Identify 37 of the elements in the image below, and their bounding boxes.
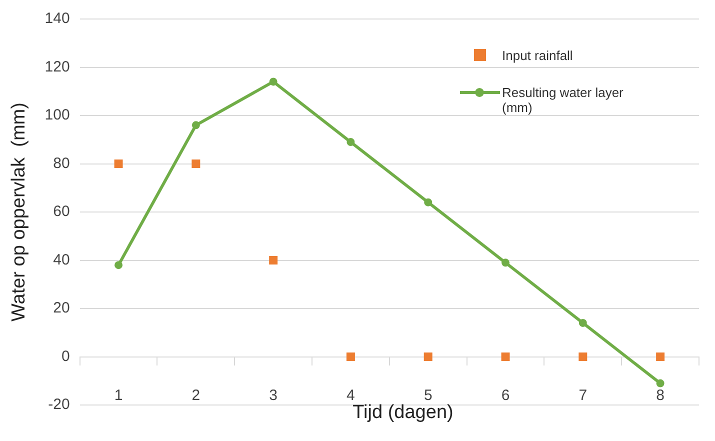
y-tick-label: 80 <box>53 154 70 172</box>
point <box>578 318 587 327</box>
x-tick-label: 3 <box>269 386 278 404</box>
point <box>114 160 123 168</box>
legend-label: Input rainfall <box>502 48 574 63</box>
x-tick-label: 7 <box>578 386 588 404</box>
y-tick-label: 20 <box>53 300 70 317</box>
point <box>346 138 355 146</box>
legend-label: Resulting water layer (mm) <box>502 85 624 115</box>
x-tick-label: 2 <box>192 386 200 404</box>
x-tick-label: 8 <box>656 386 664 404</box>
y-tick-label: 40 <box>53 251 70 268</box>
y-tick-label: 60 <box>53 203 70 220</box>
point <box>502 258 510 267</box>
y-tick-label: 100 <box>44 106 70 124</box>
x-tick-label: 1 <box>114 386 123 404</box>
y-tick-label: 0 <box>61 348 70 365</box>
y-tick-label: 140 <box>44 10 70 28</box>
point <box>269 78 278 86</box>
point <box>192 160 200 168</box>
point <box>269 256 278 264</box>
point <box>192 121 200 130</box>
point <box>346 352 355 361</box>
point <box>424 198 432 206</box>
x-axis-title: Tijd (dagen) <box>352 402 454 424</box>
x-tick-label: 5 <box>424 386 432 404</box>
y-axis-title: Water op oppervlak (mm) <box>8 102 30 322</box>
point <box>656 379 664 388</box>
x-tick-label: 6 <box>501 386 510 404</box>
point <box>501 352 510 361</box>
x-tick-label: 4 <box>346 386 355 404</box>
point <box>114 261 123 270</box>
point <box>578 352 588 361</box>
point <box>656 352 665 361</box>
point <box>424 352 432 361</box>
y-tick-label: 120 <box>44 58 70 76</box>
y-tick-label: -20 <box>48 396 70 414</box>
